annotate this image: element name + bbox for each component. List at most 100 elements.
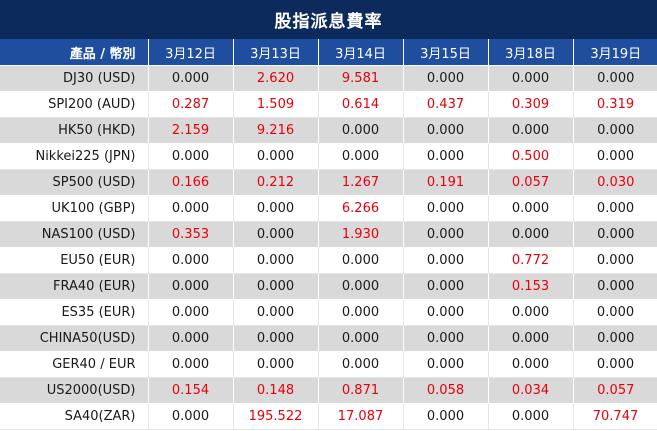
rate-value-cell: 0.000 [573,247,657,274]
rate-value-cell: 0.000 [233,273,319,300]
product-name-cell: GER40 / EUR [0,351,149,378]
rate-value-cell: 0.000 [318,325,404,352]
table-row: FRA40 (EUR) 0.000 0.000 0.000 0.000 0.153 0.00… [0,273,657,300]
rate-value-cell: 0.500 [488,143,574,170]
product-name-cell: SPI200 (AUD) [0,91,149,118]
rate-value-cell: 0.000 [318,273,404,300]
rate-value-cell: 0.000 [403,143,489,170]
rate-value-cell: 0.000 [488,299,574,326]
rate-value-cell: 0.000 [148,143,234,170]
product-name-cell: FRA40 (EUR) [0,273,149,300]
rate-value-cell: 0.000 [148,195,234,222]
product-name-cell: ES35 (EUR) [0,299,149,326]
table-row: EU50 (EUR) 0.000 0.000 0.000 0.000 0.772 0.000 [0,247,657,274]
table-row: GER40 / EUR 0.000 0.000 0.000 0.000 0.000 0.00… [0,351,657,378]
table-row: DJ30 (USD) 0.000 2.620 9.581 0.000 0.000 0.000 [0,65,657,92]
rate-value-cell: 0.000 [403,221,489,248]
rate-value-cell: 1.267 [318,169,404,196]
product-name-cell: Nikkei225 (JPN) [0,143,149,170]
rate-value-cell: 0.000 [403,299,489,326]
header-row: 產品 / 幣別 3月12日 3月13日 3月14日 3月15日 3月18日 3月… [0,39,657,66]
table-title: 股指派息費率 [0,0,657,39]
rate-value-cell: 0.000 [318,299,404,326]
rate-value-cell: 0.000 [148,273,234,300]
product-name-cell: HK50 (HKD) [0,117,149,144]
rate-value-cell: 0.057 [488,169,574,196]
table-row: UK100 (GBP) 0.000 0.000 6.266 0.000 0.000 0.00… [0,195,657,222]
rate-value-cell: 195.522 [233,403,319,430]
rate-value-cell: 0.353 [148,221,234,248]
rate-value-cell: 0.000 [318,247,404,274]
rate-value-cell: 0.000 [488,403,574,430]
rate-value-cell: 0.000 [488,65,574,92]
rate-value-cell: 6.266 [318,195,404,222]
date-column-header: 3月15日 [403,39,489,66]
rate-value-cell: 0.000 [573,351,657,378]
rate-value-cell: 0.030 [573,169,657,196]
date-column-header: 3月19日 [573,39,657,66]
table-row: NAS100 (USD) 0.353 0.000 1.930 0.000 0.000 0.0… [0,221,657,248]
rate-value-cell: 0.287 [148,91,234,118]
rate-value-cell: 0.000 [233,325,319,352]
rate-value-cell: 0.000 [318,117,404,144]
rate-value-cell: 17.087 [318,403,404,430]
rate-value-cell: 0.000 [573,117,657,144]
rate-value-cell: 0.000 [573,65,657,92]
date-column-header: 3月18日 [488,39,574,66]
rate-value-cell: 0.871 [318,377,404,404]
rate-value-cell: 0.058 [403,377,489,404]
rate-value-cell: 9.216 [233,117,319,144]
table-row: ES35 (EUR) 0.000 0.000 0.000 0.000 0.000 0.000 [0,299,657,326]
table-row: SP500 (USD) 0.166 0.212 1.267 0.191 0.057 0.03… [0,169,657,196]
rate-value-cell: 70.747 [573,403,657,430]
rate-value-cell: 1.509 [233,91,319,118]
rate-value-cell: 0.319 [573,91,657,118]
product-column-header: 產品 / 幣別 [0,39,149,66]
product-name-cell: US2000(USD) [0,377,149,404]
rate-value-cell: 0.000 [573,195,657,222]
rate-value-cell: 0.154 [148,377,234,404]
rate-value-cell: 0.000 [233,299,319,326]
rate-value-cell: 0.000 [488,351,574,378]
rate-value-cell: 2.159 [148,117,234,144]
table-body: DJ30 (USD) 0.000 2.620 9.581 0.000 0.000 0.000… [0,65,657,430]
product-name-cell: EU50 (EUR) [0,247,149,274]
rate-value-cell: 0.000 [488,221,574,248]
product-name-cell: NAS100 (USD) [0,221,149,248]
rate-value-cell: 0.000 [403,247,489,274]
rate-value-cell: 0.000 [403,325,489,352]
table-row: CHINA50(USD) 0.000 0.000 0.000 0.000 0.000 0.0… [0,325,657,352]
rate-value-cell: 0.000 [573,273,657,300]
table-row: US2000(USD) 0.154 0.148 0.871 0.058 0.034 0.05… [0,377,657,404]
rate-value-cell: 0.000 [233,221,319,248]
rate-value-cell: 0.000 [318,143,404,170]
rate-value-cell: 0.000 [148,247,234,274]
rate-value-cell: 0.000 [573,325,657,352]
date-column-header: 3月12日 [148,39,234,66]
rate-value-cell: 0.000 [488,117,574,144]
rate-value-cell: 0.034 [488,377,574,404]
rate-value-cell: 0.000 [148,65,234,92]
rate-value-cell: 0.000 [148,325,234,352]
rate-value-cell: 0.000 [318,351,404,378]
product-name-cell: UK100 (GBP) [0,195,149,222]
product-name-cell: SA40(ZAR) [0,403,149,430]
rate-value-cell: 0.000 [233,143,319,170]
rate-value-cell: 0.000 [233,247,319,274]
rate-value-cell: 0.000 [233,195,319,222]
rate-value-cell: 1.930 [318,221,404,248]
rate-value-cell: 0.000 [488,325,574,352]
date-column-header: 3月14日 [318,39,404,66]
rate-value-cell: 0.772 [488,247,574,274]
rate-value-cell: 2.620 [233,65,319,92]
product-name-cell: SP500 (USD) [0,169,149,196]
rate-value-cell: 0.000 [148,351,234,378]
rate-value-cell: 0.614 [318,91,404,118]
rate-value-cell: 0.000 [403,65,489,92]
product-name-cell: DJ30 (USD) [0,65,149,92]
rate-value-cell: 0.000 [488,195,574,222]
rate-value-cell: 0.000 [573,143,657,170]
rate-value-cell: 0.212 [233,169,319,196]
rate-value-cell: 0.000 [148,403,234,430]
